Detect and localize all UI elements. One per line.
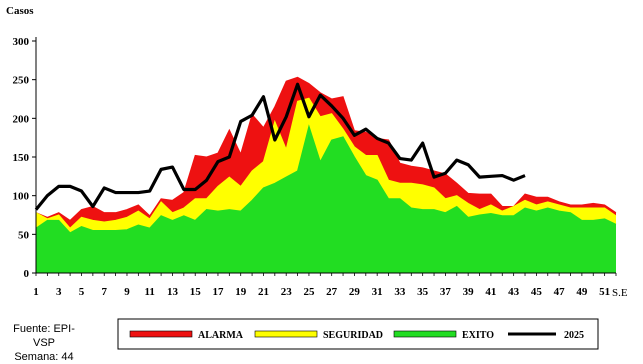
x-tick-label: 29 — [349, 286, 361, 298]
source-line: Fuente: EPI-VSP — [13, 323, 75, 349]
legend-label-seguridad: SEGURIDAD — [323, 330, 383, 341]
y-tick-labels: 0 50 100 150 200 250 300 — [13, 36, 30, 280]
x-tick-label: 33 — [394, 286, 406, 298]
x-tick-label: 1 — [33, 286, 39, 298]
area-layers — [35, 76, 617, 273]
y-axis-label: Casos — [6, 5, 34, 17]
x-tick-label: 17 — [212, 286, 224, 298]
legend: ALARMA SEGURIDAD EXITO 2025 — [117, 318, 599, 350]
x-tick-label: 31 — [372, 286, 383, 298]
x-tick-label: 7 — [101, 286, 107, 298]
area-exito — [36, 126, 616, 273]
x-tick-labels: 1 3 5 7 9 11 13 15 17 19 21 23 25 27 29 31 33 35 37 39 41 43 4… — [33, 286, 610, 298]
x-tick-label: 49 — [576, 286, 588, 298]
axes — [32, 37, 617, 276]
legend-label-exito: EXITO — [462, 330, 494, 341]
line-layers — [34, 82, 526, 211]
x-tick-label: 45 — [531, 286, 543, 298]
y-tick-label: 0 — [24, 268, 30, 280]
x-tick-label: 27 — [326, 286, 338, 298]
week-line: Semana: 44 — [14, 351, 74, 363]
legend-label-2025: 2025 — [564, 330, 584, 341]
x-tick-label: 47 — [554, 286, 566, 298]
x-tick-label: 43 — [508, 286, 520, 298]
x-tick-label: 3 — [56, 286, 62, 298]
legend-swatch-alarma — [129, 330, 193, 338]
area-edge-exito — [35, 124, 617, 234]
source-note: Fuente: EPI-VSP Semana: 44 — [4, 322, 84, 364]
line-2025 — [34, 82, 526, 211]
x-tick-label: 41 — [485, 286, 496, 298]
legend-label-alarma: ALARMA — [198, 330, 244, 341]
x-tick-label: 23 — [281, 286, 293, 298]
y-tick-label: 50 — [18, 229, 30, 241]
x-tick-label: 19 — [235, 286, 247, 298]
y-tick-label: 150 — [13, 152, 30, 164]
x-tick-label: 51 — [599, 286, 610, 298]
x-tick-label: 5 — [79, 286, 85, 298]
x-tick-label: 25 — [303, 286, 315, 298]
area-edge-alarma — [35, 76, 617, 222]
x-tick-label: 39 — [463, 286, 475, 298]
y-tick-label: 100 — [13, 191, 30, 203]
x-tick-label: 11 — [145, 286, 155, 298]
x-tick-label: 37 — [440, 286, 452, 298]
x-tick-label: 15 — [190, 286, 202, 298]
x-tick-label: 21 — [258, 286, 269, 298]
x-axis-label: S.E — [612, 287, 628, 299]
y-tick-label: 300 — [13, 36, 30, 48]
legend-swatch-exito — [393, 330, 457, 338]
legend-swatch-seguridad — [254, 330, 318, 338]
x-tick-label: 9 — [124, 286, 130, 298]
x-tick-label: 13 — [167, 286, 179, 298]
area-edge-seguridad — [35, 97, 617, 229]
x-tick-label: 35 — [417, 286, 429, 298]
y-tick-label: 250 — [13, 75, 30, 87]
y-tick-label: 200 — [13, 113, 30, 125]
